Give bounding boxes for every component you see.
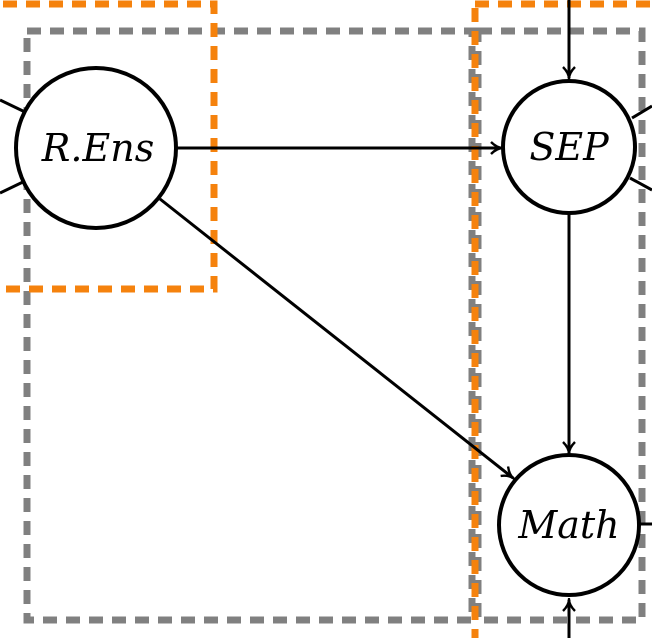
node-math-label: Math <box>517 503 619 547</box>
edge-offscreen-into-rens-bottom <box>0 179 26 195</box>
edge-sep-offscreen-right-top <box>631 104 652 120</box>
orange-group-right <box>471 0 652 638</box>
node-sep-label: SEP <box>529 125 610 169</box>
node-rens-label: R.Ens <box>41 126 154 170</box>
node-rens: R.Ens <box>14 66 178 230</box>
gray-group-right <box>474 27 646 624</box>
gray-group-left <box>23 27 476 624</box>
edge-sep-offscreen-right-bottom <box>629 176 652 192</box>
edge-rens-to-math <box>159 197 513 478</box>
node-sep: SEP <box>501 79 637 215</box>
node-math: Math <box>497 453 641 597</box>
edge-offscreen-into-rens-top <box>0 98 26 114</box>
